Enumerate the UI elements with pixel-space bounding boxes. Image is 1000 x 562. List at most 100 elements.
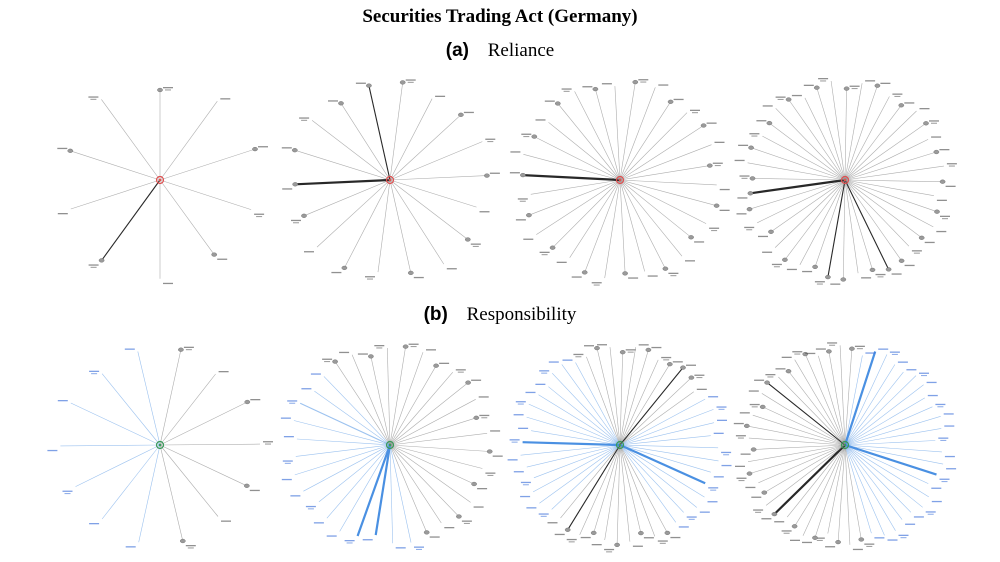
node-label-mark [944, 455, 955, 458]
node-label-mark [894, 95, 901, 97]
node-label-mark [818, 78, 829, 80]
node-label-mark [307, 508, 314, 510]
graph-edge [101, 99, 161, 181]
node-label-mark [287, 400, 298, 402]
graph-edge [758, 444, 846, 484]
graph-edge [593, 444, 621, 533]
node-label-mark [775, 96, 786, 98]
graph-edge [794, 444, 846, 527]
node-label-mark [525, 391, 536, 394]
graph-edge [101, 444, 161, 520]
graph-edge [389, 98, 433, 181]
graph-node [98, 258, 105, 263]
node-label-mark [711, 230, 718, 232]
graph-edge [595, 89, 621, 181]
edges [294, 82, 487, 273]
node-label-mark [481, 417, 488, 419]
graph-node [825, 275, 831, 280]
graph-edge [528, 179, 621, 216]
graph-node [923, 121, 929, 126]
graph-edge [751, 147, 846, 181]
edges [60, 349, 261, 543]
graph-node [747, 191, 754, 196]
node-label-mark [331, 271, 342, 274]
node-label-mark [712, 162, 723, 164]
node-label-mark [218, 371, 229, 373]
graph-edge [766, 382, 846, 446]
node-label-mark [877, 276, 884, 278]
node-label-mark [487, 141, 494, 143]
node-label-mark [625, 349, 636, 351]
graph-edge [294, 149, 391, 181]
node-label-mark [929, 120, 939, 122]
graph-edge [538, 394, 621, 446]
graph-edge [296, 438, 391, 446]
graph-edge [532, 444, 621, 493]
graph-edge [844, 151, 937, 181]
graph-edge [619, 422, 715, 446]
node-label-mark [805, 352, 816, 355]
node-label-mark [825, 546, 836, 548]
graph-edge [389, 175, 487, 181]
node-label-mark [511, 441, 518, 443]
graph-edge [619, 391, 694, 446]
node-label-mark [891, 353, 898, 355]
node-label-mark [365, 276, 375, 278]
graph-node [898, 103, 905, 108]
graph-edge [814, 179, 846, 267]
graph-node [759, 404, 766, 409]
node-label-mark [749, 403, 760, 406]
graph-edge [844, 88, 847, 181]
node-label-mark [523, 136, 530, 138]
graph-edge [344, 179, 391, 269]
node-label-mark [706, 122, 717, 124]
node-label-mark [478, 396, 489, 398]
graph-node [662, 266, 669, 271]
graph-edge [619, 179, 683, 257]
graph-node [939, 179, 946, 184]
graph-edge [389, 82, 403, 181]
node-label-mark [718, 408, 725, 410]
graph-edge [619, 179, 666, 269]
graph-node [423, 530, 430, 535]
node-label-mark [439, 362, 450, 364]
node-label-mark [89, 523, 100, 525]
graph-edge [557, 103, 621, 181]
node-label-mark [405, 79, 416, 81]
graph-edge [775, 108, 846, 181]
graph-node [874, 83, 881, 88]
reliance-graph-1 [57, 87, 268, 285]
graph-node [666, 362, 673, 367]
node-label-mark [185, 545, 196, 547]
graph-edge [619, 179, 692, 238]
node-label-mark [745, 486, 756, 489]
panel-a-label: (a) Reliance [0, 40, 1000, 62]
graph-edge [844, 179, 890, 270]
graph-edge [619, 444, 719, 449]
graph-node [885, 267, 892, 272]
graph-edge [619, 349, 649, 446]
graph-edge [389, 399, 476, 446]
graph-edge [844, 444, 885, 536]
node-label-mark [163, 282, 173, 285]
node-label-mark [291, 219, 301, 222]
node-label-mark [735, 465, 745, 467]
node-label-mark [905, 523, 916, 525]
node-label-mark [721, 464, 732, 467]
node-label-mark [284, 462, 291, 464]
hub-node-core [388, 178, 392, 182]
node-label-mark [755, 511, 762, 513]
graph-node [484, 173, 490, 178]
node-label-mark [758, 235, 768, 238]
graph-node [706, 163, 713, 168]
graph-edge [843, 179, 846, 280]
node-label-mark [91, 373, 98, 375]
graph-node [465, 380, 471, 385]
node-label-mark [544, 100, 555, 102]
graph-edge [530, 179, 621, 195]
graph-edge [318, 444, 391, 503]
graph-node [473, 415, 480, 420]
graph-edge [619, 367, 684, 446]
graph-node [750, 447, 757, 452]
node-label-mark [509, 172, 520, 174]
